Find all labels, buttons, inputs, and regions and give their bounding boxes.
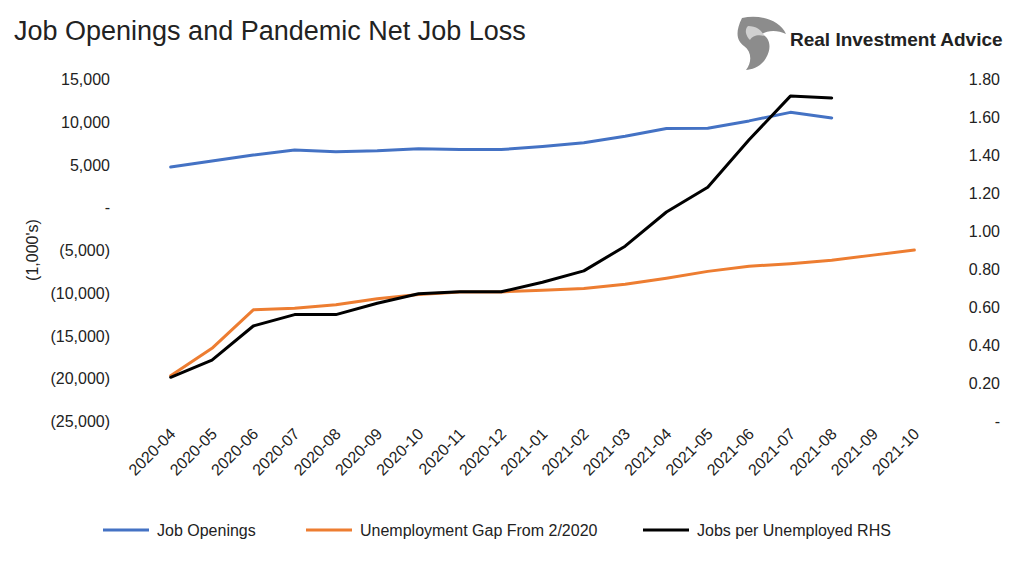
legend-label: Job Openings bbox=[157, 522, 256, 539]
y2-tick-label: 0.20 bbox=[969, 375, 1000, 392]
series-line bbox=[171, 250, 915, 376]
y2-axis: 1.80 1.60 1.40 1.20 1.00 0.80 0.60 0.40 0.20 - bbox=[969, 71, 1000, 430]
y2-tick-label: 1.00 bbox=[969, 223, 1000, 240]
y-tick-label: (5,000) bbox=[59, 242, 110, 259]
x-tick-label: 2021-10 bbox=[869, 425, 923, 479]
y2-tick-label: 1.80 bbox=[969, 71, 1000, 88]
y2-tick-label: 0.40 bbox=[969, 337, 1000, 354]
y-tick-label: 5,000 bbox=[70, 157, 110, 174]
legend-swatch bbox=[643, 529, 689, 532]
logo: Real Investment Advice bbox=[738, 17, 1003, 70]
y-tick-label: (25,000) bbox=[50, 413, 110, 430]
logo-icon-detail bbox=[746, 26, 764, 40]
source: Real Investment Advice bbox=[790, 29, 1003, 50]
y2-tick-label: 1.40 bbox=[969, 147, 1000, 164]
y2-tick-label: 1.60 bbox=[969, 109, 1000, 126]
legend-swatch bbox=[306, 529, 352, 532]
y-tick-label: 10,000 bbox=[61, 114, 110, 131]
plot-area bbox=[171, 96, 915, 377]
y-axis-label: (1,000's) bbox=[24, 219, 41, 281]
series-line bbox=[171, 96, 832, 377]
y2-tick-label: 0.80 bbox=[969, 261, 1000, 278]
legend: Job Openings Unemployment Gap From 2/2020… bbox=[103, 522, 891, 539]
y-tick-label: 15,000 bbox=[61, 71, 110, 88]
title: Job Openings and Pandemic Net Job Loss bbox=[14, 16, 526, 46]
y-tick-label: (10,000) bbox=[50, 285, 110, 302]
y2-tick-label: 0.60 bbox=[969, 299, 1000, 316]
legend-label: Unemployment Gap From 2/2020 bbox=[360, 522, 598, 539]
chart: Job Openings and Pandemic Net Job Loss Re… bbox=[0, 0, 1024, 566]
y2-tick-label: - bbox=[995, 413, 1000, 430]
legend-label: Jobs per Unemployed RHS bbox=[697, 522, 891, 539]
x-axis: 2020-042020-052020-062020-072020-082020-… bbox=[125, 425, 922, 479]
logo-icon bbox=[738, 17, 786, 70]
y-axis: 15,000 10,000 5,000 - (5,000) (10,000) (15,000… bbox=[50, 71, 110, 430]
legend-swatch bbox=[103, 529, 149, 532]
y-tick-label: - bbox=[105, 199, 110, 216]
y-tick-label: (20,000) bbox=[50, 370, 110, 387]
y2-tick-label: 1.20 bbox=[969, 185, 1000, 202]
y-tick-label: (15,000) bbox=[50, 328, 110, 345]
